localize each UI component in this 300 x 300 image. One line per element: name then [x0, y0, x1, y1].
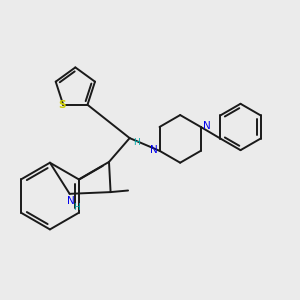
Text: N: N [203, 121, 210, 131]
Text: H: H [73, 203, 80, 212]
Text: N: N [150, 145, 158, 155]
Text: S: S [58, 100, 65, 110]
Text: N: N [67, 196, 75, 206]
Text: H: H [133, 138, 140, 147]
